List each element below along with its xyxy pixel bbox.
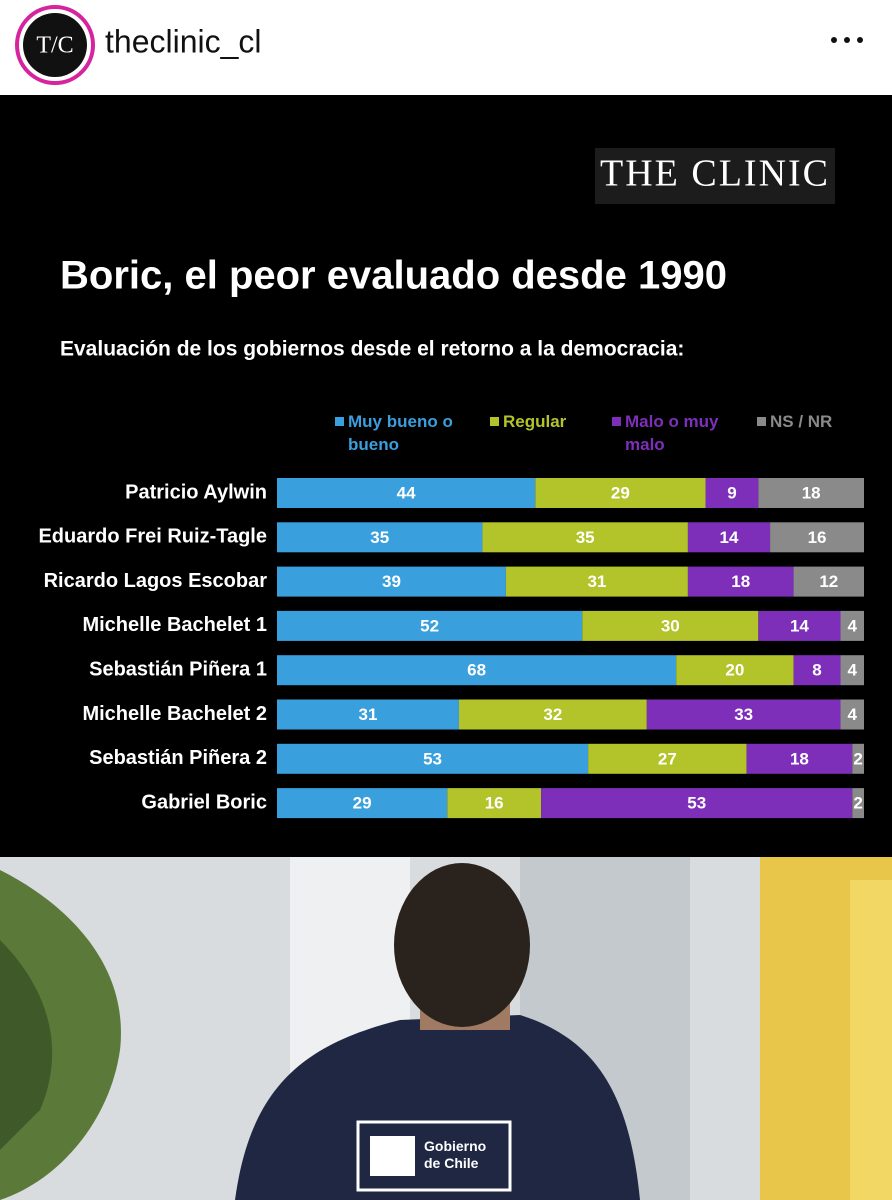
- category-label: Patricio Aylwin: [125, 481, 267, 503]
- bar-segment: [277, 743, 589, 774]
- username[interactable]: theclinic_cl: [105, 23, 262, 59]
- value-label: 18: [802, 483, 821, 502]
- category-label: Michelle Bachelet 2: [82, 703, 267, 725]
- legend-swatch: [335, 417, 344, 426]
- value-label: 53: [687, 794, 706, 813]
- category-label: Eduardo Frei Ruiz-Tagle: [38, 526, 267, 548]
- bar-segment: [277, 478, 536, 508]
- value-label: 29: [611, 483, 630, 502]
- value-label: 14: [790, 616, 809, 635]
- value-label: 31: [587, 572, 606, 591]
- bar-segment: [852, 743, 864, 774]
- logo: THE CLINIC: [600, 153, 830, 195]
- legend-swatch: [612, 417, 621, 426]
- logo-box: [595, 148, 835, 204]
- value-label: 30: [661, 616, 680, 635]
- bar-segment: [505, 566, 688, 597]
- bar-segment: [482, 522, 688, 553]
- legend-swatch: [490, 417, 499, 426]
- value-label: 9: [727, 483, 736, 502]
- bar-segment: [582, 610, 759, 641]
- category-label: Gabriel Boric: [141, 791, 267, 813]
- value-label: 32: [543, 705, 562, 724]
- bar-segment: [793, 566, 864, 597]
- more-button[interactable]: [831, 37, 863, 43]
- value-label: 35: [576, 528, 595, 547]
- bar-segment: [277, 699, 459, 730]
- value-label: 31: [359, 705, 378, 724]
- value-label: 2: [853, 749, 862, 768]
- legend-label: Regular: [503, 412, 567, 431]
- bar-segment: [588, 743, 747, 774]
- bar-segment: [746, 743, 853, 774]
- bar-segment: [840, 655, 864, 686]
- value-label: 4: [848, 616, 858, 635]
- avatar-text: T/C: [36, 33, 73, 59]
- bar-segment: [687, 566, 794, 597]
- category-label: Sebastián Piñera 2: [89, 747, 267, 769]
- bar-segment: [458, 699, 647, 730]
- value-label: 4: [848, 661, 858, 680]
- value-label: 27: [658, 749, 677, 768]
- value-label: 33: [734, 705, 753, 724]
- bar-segment: [541, 788, 853, 819]
- value-label: 44: [397, 483, 416, 502]
- avatar-ring: [15, 5, 95, 85]
- bar-segment: [277, 610, 583, 641]
- value-label: 18: [790, 749, 809, 768]
- value-label: 39: [382, 572, 401, 591]
- category-label: Michelle Bachelet 1: [82, 614, 267, 636]
- value-label: 52: [420, 616, 439, 635]
- bar-segment: [840, 699, 864, 730]
- value-label: 16: [808, 528, 827, 547]
- bar-segment: [705, 478, 759, 508]
- bar-segment: [277, 566, 506, 597]
- value-label: 20: [725, 661, 744, 680]
- value-label: 16: [485, 794, 504, 813]
- bar-segment: [447, 788, 542, 819]
- bar-segment: [676, 655, 794, 686]
- bar-segment: [770, 522, 864, 553]
- avatar[interactable]: [23, 13, 87, 77]
- bar-segment: [840, 610, 864, 641]
- bar-segment: [277, 522, 483, 553]
- value-label: 8: [812, 661, 821, 680]
- badge-text: Gobierno de Chile: [424, 1138, 487, 1171]
- value-label: 14: [720, 528, 739, 547]
- chart-title: Boric, el peor evaluado desde 1990: [60, 254, 727, 298]
- value-label: 35: [370, 528, 389, 547]
- legend-swatch: [757, 417, 766, 426]
- bar-segment: [535, 478, 706, 508]
- bar-segment: [793, 655, 841, 686]
- bar-segment: [646, 699, 841, 730]
- legend-label: Muy bueno o bueno: [348, 412, 453, 454]
- legend-label: Malo o muy malo: [625, 412, 719, 454]
- bar-segment: [687, 522, 771, 553]
- value-label: 29: [353, 794, 372, 813]
- category-label: Sebastián Piñera 1: [89, 658, 267, 680]
- bar-segment: [852, 788, 864, 819]
- photo: [0, 857, 892, 1200]
- value-label: 2: [853, 794, 862, 813]
- bar-segment: [758, 478, 864, 508]
- category-label: Ricardo Lagos Escobar: [44, 570, 268, 592]
- bar-segment: [758, 610, 841, 641]
- chart-subtitle: Evaluación de los gobiernos desde el ret…: [60, 338, 684, 361]
- chart-background: [0, 95, 892, 857]
- value-label: 4: [848, 705, 858, 724]
- legend-label: NS / NR: [770, 412, 833, 431]
- bar-segment: [277, 655, 677, 686]
- value-label: 53: [423, 749, 442, 768]
- value-label: 68: [467, 661, 486, 680]
- value-label: 18: [731, 572, 750, 591]
- bar-segment: [277, 788, 448, 819]
- value-label: 12: [819, 572, 838, 591]
- post-header: [0, 0, 892, 95]
